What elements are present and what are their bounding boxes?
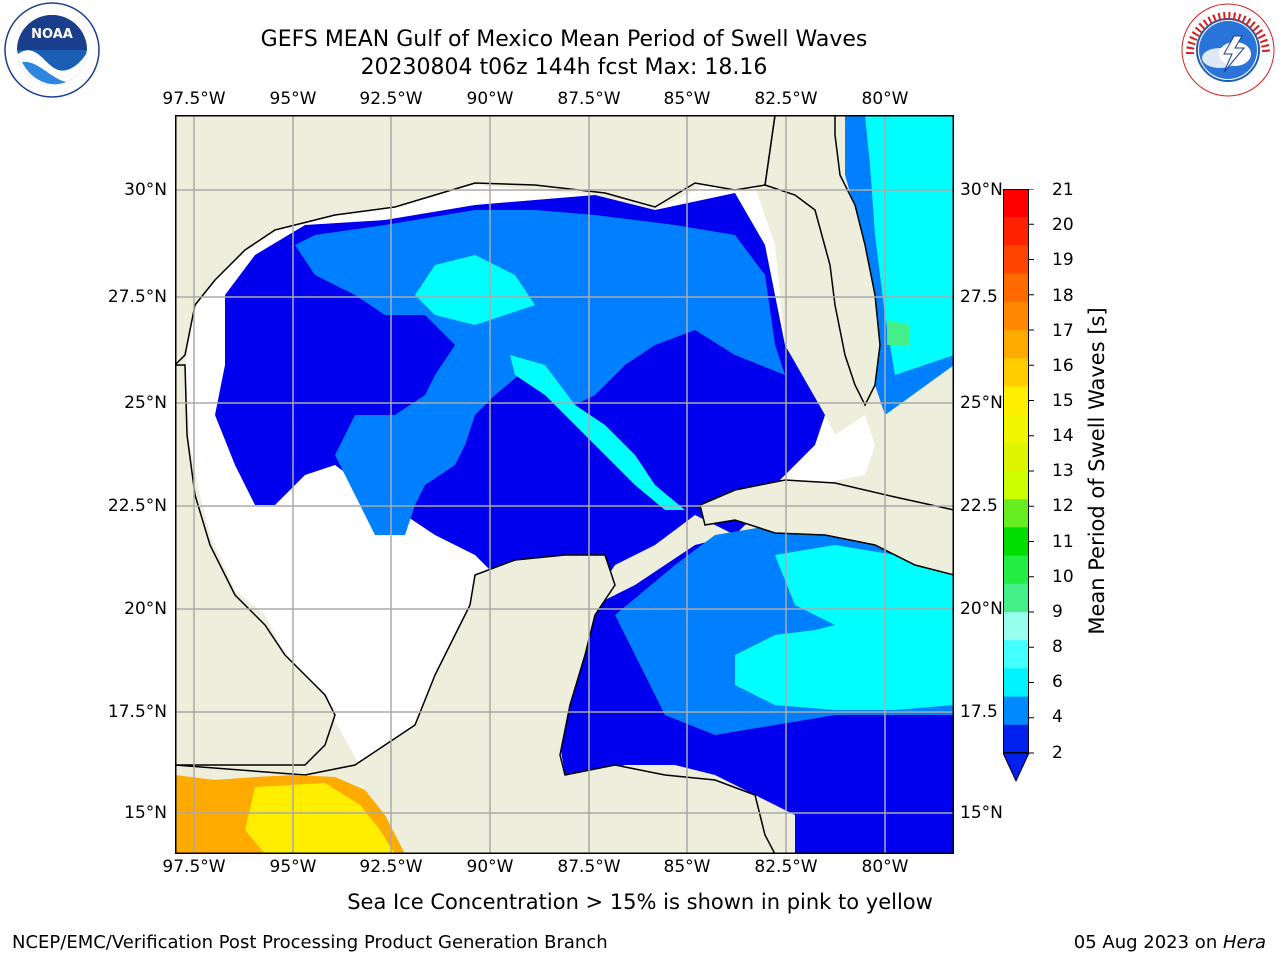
colorbar-extend-arrow <box>1002 752 1030 783</box>
colorbar-tick: 6 <box>1052 672 1063 692</box>
colorbar-segment <box>1003 414 1029 444</box>
colorbar-segment <box>1003 245 1029 275</box>
colorbar-tick: 10 <box>1052 567 1074 587</box>
colorbar-segment <box>1003 273 1029 303</box>
colorbar-tick: 8 <box>1052 637 1063 657</box>
lat-label-right: 25°N <box>960 393 1003 413</box>
lat-label-right: 15°N <box>960 803 1003 823</box>
colorbar-tick: 2 <box>1052 743 1063 763</box>
colorbar-segment <box>1003 696 1029 726</box>
colorbar-segment <box>1003 668 1029 698</box>
colorbar-segment <box>1003 640 1029 669</box>
colorbar-segment <box>1003 189 1029 218</box>
colorbar-segment <box>1003 527 1029 557</box>
sea-ice-note: Sea Ice Concentration > 15% is shown in … <box>347 890 933 914</box>
lon-label-top: 85°W <box>663 89 711 109</box>
colorbar-tick: 4 <box>1052 707 1063 727</box>
mexico-west-coast <box>175 364 336 766</box>
colorbar-segment <box>1003 330 1029 359</box>
colorbar-segment <box>1003 471 1029 500</box>
lat-label-right: 20°N <box>960 599 1003 619</box>
lat-label-left: 15°N <box>124 803 167 823</box>
colorbar-tick: 17 <box>1052 321 1074 341</box>
gulf-map <box>175 115 954 854</box>
lat-label-left: 30°N <box>124 180 167 200</box>
colorbar-frame <box>1003 189 1029 753</box>
atlantic-green <box>887 320 910 345</box>
lon-label-bottom: 97.5°W <box>162 857 226 877</box>
graticule <box>175 115 954 854</box>
lat-label-right: 30°N <box>960 180 1003 200</box>
noaa-logo: NOAA <box>4 2 100 98</box>
colorbar-tick: 14 <box>1052 426 1074 446</box>
map-subtitle: 20230804 t06z 144h fcst Max: 18.16 <box>360 55 768 80</box>
map-frame <box>175 115 954 854</box>
footer-credit: NCEP/EMC/Verification Post Processing Pr… <box>12 932 608 953</box>
lon-label-bottom: 92.5°W <box>359 857 423 877</box>
colorbar-tick: 15 <box>1052 391 1074 411</box>
florida-peninsula <box>764 115 954 407</box>
lat-label-right: 27.5 <box>960 287 998 307</box>
lon-label-top: 87.5°W <box>557 89 621 109</box>
lon-label-bottom: 85°W <box>663 857 711 877</box>
lat-label-right: 17.5 <box>960 702 998 722</box>
lat-label-left: 20°N <box>124 599 167 619</box>
colorbar-tick: 19 <box>1052 250 1074 270</box>
map-panel <box>175 115 954 854</box>
colorbar-segment <box>1003 724 1029 754</box>
lon-label-top: 92.5°W <box>359 89 423 109</box>
lon-label-top: 80°W <box>861 89 909 109</box>
sea-ice-yellow <box>245 783 395 854</box>
colorbar-segment <box>1003 442 1029 472</box>
colorbar-tick: 20 <box>1052 215 1074 235</box>
lon-label-top: 82.5°W <box>754 89 818 109</box>
noaa-logo-text: NOAA <box>31 27 73 42</box>
colorbar-segment <box>1003 555 1029 585</box>
map-title: GEFS MEAN Gulf of Mexico Mean Period of … <box>260 27 868 52</box>
lon-label-bottom: 80°W <box>861 857 909 877</box>
lat-label-left: 22.5°N <box>107 496 167 516</box>
colorbar-segment <box>1003 386 1029 416</box>
colorbar-segment <box>1003 583 1029 613</box>
colorbar-label: Mean Period of Swell Waves [s] <box>1085 307 1109 635</box>
colorbar-tick: 18 <box>1052 286 1074 306</box>
caribbean-cyan <box>735 545 954 710</box>
lat-label-left: 25°N <box>124 393 167 413</box>
footer-date-text: 05 Aug 2023 on <box>1073 932 1223 953</box>
lon-label-bottom: 82.5°W <box>754 857 818 877</box>
lat-label-left: 17.5°N <box>107 702 167 722</box>
colorbar <box>1002 188 1035 783</box>
colorbar-segment <box>1003 217 1029 246</box>
colorbar-tick: 11 <box>1052 532 1074 552</box>
atlantic-cyan <box>865 115 954 375</box>
colorbar-tick: 9 <box>1052 602 1063 622</box>
footer-date: 05 Aug 2023 on Hera <box>1074 932 1266 953</box>
lat-label-left: 27.5°N <box>107 287 167 307</box>
cuba <box>699 479 954 576</box>
swell-region-high <box>415 255 685 510</box>
lon-label-bottom: 90°W <box>466 857 514 877</box>
footer-host: Hera <box>1222 932 1266 953</box>
lat-label-right: 22.5 <box>960 496 998 516</box>
colorbar-tick: 13 <box>1052 461 1074 481</box>
lon-label-bottom: 95°W <box>269 857 317 877</box>
nws-logo <box>1180 2 1276 98</box>
lon-label-top: 97.5°W <box>162 89 226 109</box>
colorbar-tick: 21 <box>1052 180 1074 200</box>
colorbar-segment <box>1003 301 1029 331</box>
colorbar-segment <box>1003 358 1029 387</box>
colorbar-segment <box>1003 499 1029 528</box>
colorbar-svg <box>1002 188 1034 783</box>
lon-label-bottom: 87.5°W <box>557 857 621 877</box>
colorbar-tick: 12 <box>1052 496 1074 516</box>
lon-label-top: 90°W <box>466 89 514 109</box>
colorbar-segment <box>1003 612 1029 641</box>
colorbar-tick: 16 <box>1052 356 1074 376</box>
lon-label-top: 95°W <box>269 89 317 109</box>
